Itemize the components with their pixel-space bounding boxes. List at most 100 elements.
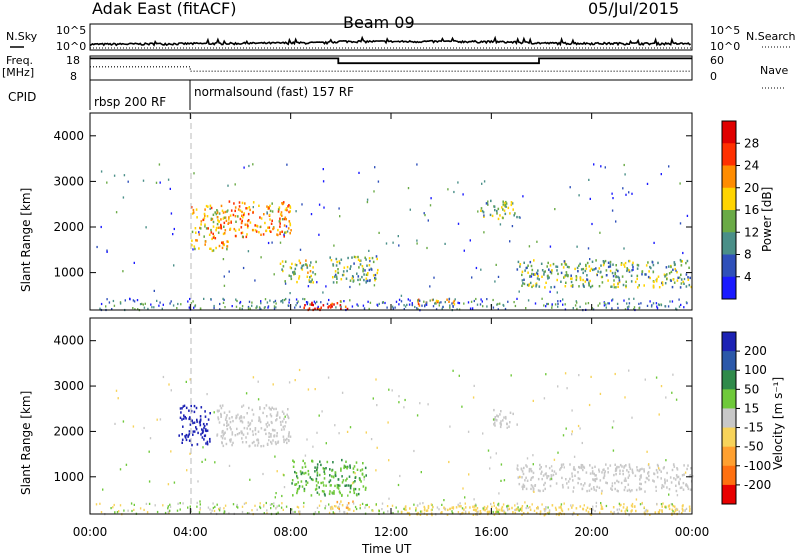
range-gate-cell: [291, 508, 293, 511]
range-gate-cell: [354, 505, 357, 509]
range-gate-cell: [188, 439, 191, 442]
range-gate-cell: [312, 478, 314, 482]
range-gate-cell: [281, 202, 284, 206]
range-gate-cell: [196, 239, 198, 242]
range-gate-cell: [417, 299, 419, 302]
range-gate-cell: [247, 307, 250, 310]
range-gate-cell: [336, 500, 339, 504]
range-gate-cell: [413, 449, 415, 453]
range-gate-cell: [448, 300, 450, 303]
range-gate-cell: [545, 281, 547, 284]
velocity-scatter-layer: [95, 368, 694, 517]
range-gate-cell: [260, 427, 263, 430]
range-gate-cell: [614, 469, 617, 473]
range-gate-cell: [266, 509, 268, 512]
range-gate-cell: [653, 472, 655, 475]
range-gate-cell: [367, 300, 369, 303]
range-gate-cell: [664, 480, 666, 483]
range-gate-cell: [364, 269, 366, 272]
range-gate-cell: [473, 498, 475, 501]
range-gate-cell: [273, 434, 276, 437]
range-gate-cell: [287, 435, 290, 438]
range-gate-cell: [296, 488, 299, 491]
range-gate-cell: [333, 244, 335, 247]
range-gate-cell: [635, 488, 638, 492]
range-gate-cell: [431, 298, 434, 302]
range-gate-cell: [245, 392, 248, 395]
range-gate-cell: [256, 508, 258, 511]
range-gate-cell: [538, 278, 540, 281]
range-gate-cell: [560, 506, 562, 509]
range-gate-cell: [507, 300, 509, 303]
range-gate-cell: [328, 305, 330, 308]
range-gate-cell: [142, 303, 144, 306]
range-gate-cell: [398, 395, 400, 398]
range-gate-cell: [611, 209, 614, 212]
range-gate-cell: [216, 503, 218, 506]
range-gate-cell: [204, 208, 206, 211]
range-gate-cell: [617, 285, 619, 288]
range-gate-cell: [619, 469, 621, 472]
range-gate-cell: [578, 194, 580, 197]
range-gate-cell: [469, 239, 471, 242]
range-gate-cell: [541, 297, 543, 300]
range-gate-cell: [285, 207, 288, 210]
range-gate-cell: [301, 264, 303, 268]
range-gate-cell: [143, 508, 145, 511]
range-gate-cell: [679, 477, 681, 481]
range-gate-cell: [196, 505, 198, 508]
range-gate-cell: [329, 506, 332, 509]
range-gate-cell: [354, 487, 357, 491]
range-gate-cell: [215, 212, 218, 216]
range-gate-cell: [239, 209, 242, 212]
range-gate-cell: [668, 504, 671, 507]
range-gate-cell: [343, 466, 345, 470]
range-gate-cell: [593, 486, 595, 489]
range-gate-cell: [603, 474, 606, 477]
range-gate-cell: [615, 467, 617, 471]
range-gate-cell: [368, 257, 371, 260]
range-gate-cell: [303, 489, 306, 493]
range-gate-cell: [187, 506, 189, 509]
range-gate-cell: [596, 274, 598, 277]
range-gate-cell: [296, 475, 298, 478]
range-gate-cell: [343, 464, 346, 467]
range-gate-cell: [377, 180, 380, 183]
range-gate-cell: [557, 272, 559, 276]
range-gate-cell: [340, 300, 342, 303]
range-gate-cell: [162, 375, 165, 379]
range-gate-cell: [129, 298, 131, 301]
range-gate-cell: [352, 279, 355, 282]
range-gate-cell: [598, 468, 600, 471]
range-gate-cell: [519, 263, 522, 266]
range-gate-cell: [169, 509, 171, 512]
range-gate-cell: [517, 506, 519, 509]
colorbar-tick-label: 200: [744, 344, 767, 358]
range-gate-cell: [193, 421, 196, 424]
range-gate-cell: [223, 512, 225, 515]
range-gate-cell: [323, 477, 326, 480]
range-gate-cell: [591, 307, 594, 310]
range-gate-cell: [248, 164, 250, 168]
range-gate-cell: [676, 279, 679, 282]
range-gate-cell: [362, 462, 364, 465]
range-gate-cell: [241, 231, 244, 234]
range-gate-cell: [573, 467, 575, 471]
range-gate-cell: [689, 474, 691, 477]
range-gate-cell: [592, 478, 594, 481]
range-gate-cell: [458, 505, 460, 508]
range-gate-cell: [625, 280, 627, 283]
range-gate-cell: [598, 267, 601, 270]
range-gate-cell: [384, 301, 386, 305]
range-gate-cell: [317, 481, 319, 484]
range-gate-cell: [318, 233, 320, 236]
range-gate-cell: [147, 307, 149, 310]
range-gate-cell: [610, 487, 612, 490]
range-gate-cell: [340, 467, 342, 470]
range-gate-cell: [314, 488, 317, 491]
range-gate-cell: [452, 305, 454, 308]
range-gate-cell: [532, 454, 534, 457]
range-gate-cell: [194, 305, 196, 308]
range-gate-cell: [473, 299, 475, 303]
range-gate-cell: [196, 420, 198, 423]
